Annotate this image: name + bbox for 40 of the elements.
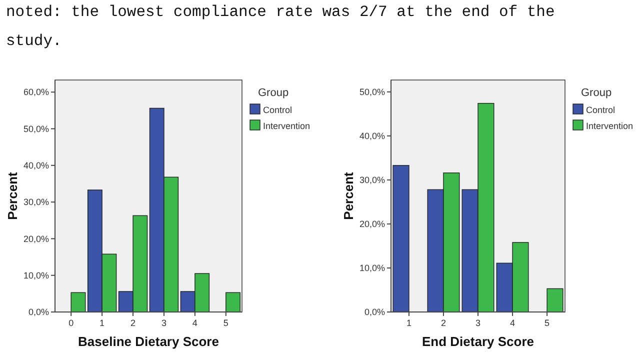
x-axis-title: Baseline Dietary Score: [78, 334, 219, 349]
x-tick-label: 5: [223, 318, 228, 328]
x-tick-label: 1: [100, 318, 105, 328]
bar: [70, 292, 86, 312]
x-tick-label: 3: [475, 318, 481, 328]
bar: [546, 288, 564, 312]
legend-label: Intervention: [586, 121, 634, 131]
bar: [392, 165, 410, 312]
y-tick-label: 30,0%: [359, 175, 385, 186]
y-tick-label: 20,0%: [359, 219, 385, 230]
text: study.: [6, 32, 62, 50]
x-tick-label: 1: [406, 318, 412, 328]
y-axis-title: Percent: [341, 171, 356, 220]
y-tick-label: 50,0%: [359, 87, 385, 98]
legend-label: Control: [263, 105, 292, 115]
x-tick-label: 3: [161, 318, 166, 328]
x-tick-label: 2: [130, 318, 136, 328]
y-tick-label: 0,0%: [28, 307, 49, 318]
y-tick-label: 0,0%: [364, 307, 385, 318]
y-tick-label: 40,0%: [23, 160, 49, 171]
x-tick-label: 2: [440, 318, 446, 328]
legend-title: Group: [581, 87, 612, 99]
text: noted: the lowest compliance rate was 2/7 at the end of the: [6, 3, 555, 21]
y-tick-label: 50,0%: [23, 124, 49, 134]
y-axis-title: Percent: [5, 171, 20, 220]
y-tick-label: 60,0%: [23, 87, 49, 98]
y-tick-label: 10,0%: [359, 263, 385, 274]
x-axis-title: End Dietary Score: [422, 334, 534, 349]
legend-title: Group: [258, 87, 289, 99]
y-tick-label: 10,0%: [23, 270, 49, 280]
legend-label: Intervention: [263, 121, 310, 131]
legend-label: Control: [586, 105, 616, 115]
bar: [226, 292, 240, 312]
x-tick-label: 4: [510, 318, 516, 328]
x-tick-label: 4: [192, 318, 198, 328]
y-tick-label: 20,0%: [23, 234, 49, 244]
x-tick-label: 0: [68, 318, 74, 328]
y-tick-label: 30,0%: [23, 197, 49, 208]
y-tick-label: 40,0%: [359, 131, 385, 142]
x-tick-label: 5: [544, 318, 550, 328]
